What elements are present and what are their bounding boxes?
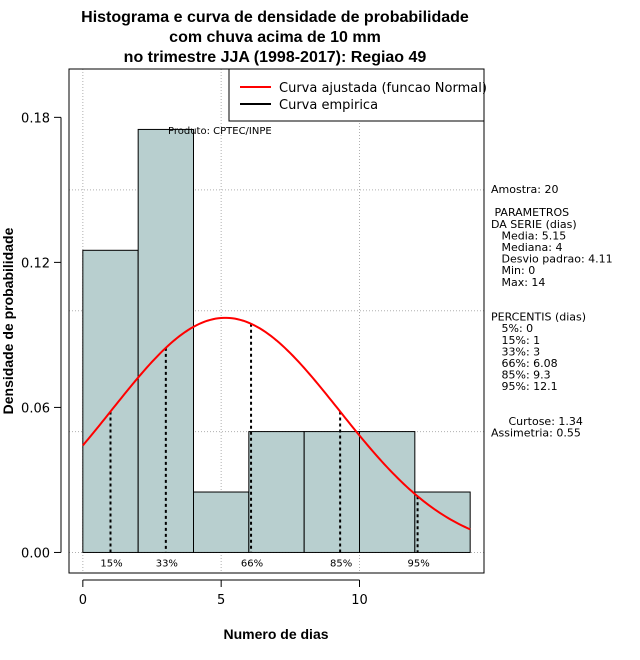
stats-line-7: Min: 0: [491, 264, 535, 277]
stats-line-12: 5%: 0: [491, 322, 533, 335]
stats-line-4: Media: 5.15: [491, 229, 566, 242]
chart-title-line-2: com chuva acima de 10 mm: [169, 29, 381, 46]
y-tick-label-3: 0.18: [21, 111, 50, 126]
stats-line-17: 95%: 12.1: [491, 380, 558, 393]
x-tick-label-2: 10: [351, 593, 368, 608]
legend-label-0: Curva ajustada (funcao Normal): [279, 81, 487, 96]
percentile-lines: 15% 33% 66% 85% 95%: [100, 323, 430, 569]
legend: Curva ajustada (funcao Normal) Curva emp…: [228, 68, 487, 122]
legend-box: [228, 68, 485, 122]
stats-line-20: Curtose: 1.34: [491, 415, 583, 428]
stats-line-13: 15%: 1: [491, 334, 540, 347]
histogram-bar-1: [137, 128, 195, 553]
percentile-label-1: 33%: [156, 558, 178, 569]
chart-title-line-3: no trimestre JJA (1998-2017): Regiao 49: [124, 49, 427, 66]
histogram-bars: [82, 128, 471, 553]
product-annotation: Produto: CPTEC/INPE: [168, 126, 272, 137]
stats-line-2: PARAMETROS: [491, 206, 569, 219]
stats-line-14: 33%: 3: [491, 345, 540, 358]
stats-line-21: Assimetria: 0.55: [491, 427, 581, 440]
histogram-bar-0: [82, 249, 139, 553]
y-tick-label-2: 0.12: [21, 256, 50, 271]
legend-label-1: Curva empirica: [279, 98, 378, 113]
percentile-label-0: 15%: [100, 558, 122, 569]
y-tick-label-0: 0.00: [21, 546, 50, 561]
y-axis: 0.00 0.06 0.12 0.18: [21, 111, 62, 561]
percentile-label-4: 95%: [407, 558, 429, 569]
x-axis-title: Numero de dias: [223, 626, 328, 642]
histogram-bar-3: [248, 431, 305, 553]
stats-line-5: Mediana: 4: [491, 241, 562, 254]
x-tick-label-0: 0: [79, 593, 87, 608]
histogram-bar-5: [359, 431, 416, 553]
histogram-bar-4: [303, 431, 360, 553]
x-tick-label-1: 5: [217, 593, 225, 608]
stats-line-15: 66%: 6.08: [491, 357, 558, 370]
stats-line-3: DA SERIE (dias): [491, 218, 577, 231]
stats-line-8: Max: 14: [491, 276, 545, 289]
y-axis-title: Densidade de probabilidade: [0, 227, 16, 414]
stats-line-6: Desvio padrao: 4.11: [491, 253, 613, 266]
normal-curve: [82, 316, 471, 531]
x-axis: 0 5 10: [79, 579, 368, 608]
percentile-label-3: 85%: [330, 558, 352, 569]
chart-title-line-1: Histograma e curva de densidade de proba…: [81, 9, 469, 26]
stats-line-16: 85%: 9.3: [491, 369, 551, 382]
histogram-bar-2: [193, 491, 250, 553]
histogram-bar-6: [414, 491, 471, 553]
percentile-label-2: 66%: [241, 558, 263, 569]
y-tick-label-1: 0.06: [21, 401, 50, 416]
stats-line-0: Amostra: 20: [491, 183, 558, 196]
stats-line-11: PERCENTIS (dias): [491, 311, 586, 324]
